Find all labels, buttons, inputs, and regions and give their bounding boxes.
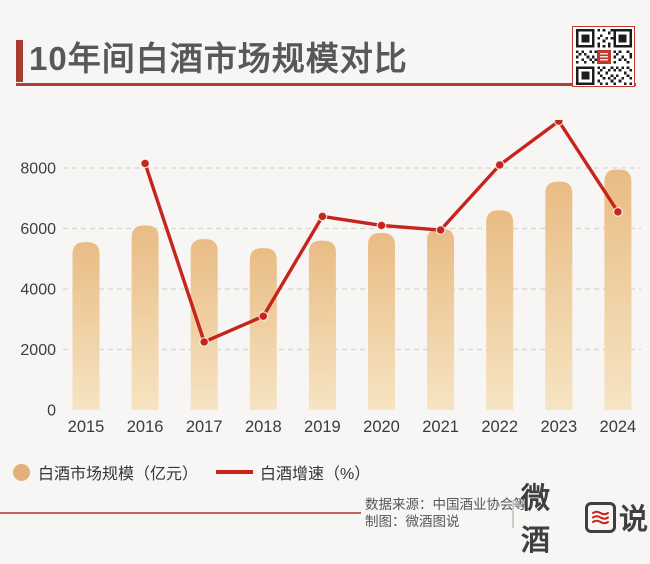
- legend-item-market-size: 白酒市场规模（亿元）: [13, 460, 198, 484]
- line-series-swatch-icon: [216, 470, 254, 474]
- x-tick-label-2021: 2021: [422, 418, 459, 436]
- x-tick-label-2015: 2015: [68, 418, 105, 436]
- x-tick-label-2016: 2016: [127, 418, 164, 436]
- bar-2023: [545, 181, 573, 410]
- brand-logo-waves-icon: [585, 501, 616, 533]
- x-tick-label-2017: 2017: [186, 418, 223, 436]
- growth-point-2022: [494, 160, 505, 170]
- growth-point-2020: [376, 220, 387, 231]
- brand-logo: 微酒 说: [521, 483, 650, 557]
- credit-text: 制图：微酒图说: [365, 514, 460, 529]
- chart-canvas: 0 2000 4000 6000 8000 2015 2016 2017 2018 2019 202…: [20, 116, 641, 436]
- bar-2021: [427, 228, 455, 410]
- bar-2015: [72, 242, 100, 410]
- footer-divider-line: [0, 512, 361, 514]
- y-tick-label: 4000: [20, 282, 56, 299]
- bar-2019: [308, 240, 336, 410]
- y-tick-label: 8000: [20, 161, 56, 178]
- combo-chart: 0 2000 4000 6000 8000 2015 2016 2017 2018 2019 202…: [0, 116, 650, 440]
- chart-legend: 白酒市场规模（亿元） 白酒增速（%）: [0, 460, 650, 484]
- y-tick-label: 2000: [20, 342, 56, 359]
- bar-2018: [249, 248, 277, 410]
- bar-2022: [486, 210, 514, 410]
- legend-label: 白酒增速（%）: [260, 466, 371, 483]
- bar-series-swatch-icon: [13, 463, 30, 481]
- qr-code: [572, 26, 635, 87]
- growth-point-2021: [435, 225, 446, 235]
- growth-point-2018: [258, 311, 269, 322]
- growth-point-2019: [317, 211, 328, 222]
- legend-label: 白酒市场规模（亿元）: [38, 466, 199, 483]
- y-tick-label: 0: [47, 403, 56, 420]
- y-tick-label: 6000: [20, 221, 56, 238]
- footer-vertical-divider: [512, 500, 514, 528]
- qr-code-pattern: [576, 29, 632, 85]
- growth-point-2024: [612, 206, 623, 217]
- bar-2024: [604, 169, 632, 410]
- brand-logo-suffix: 说: [618, 504, 650, 536]
- x-tick-label-2023: 2023: [540, 418, 577, 436]
- footer-source-block: 数据来源：中国酒业协会等 制图：微酒图说: [365, 496, 527, 530]
- brand-logo-prefix: 微酒: [521, 483, 553, 557]
- growth-point-2016: [140, 158, 151, 169]
- x-tick-label-2018: 2018: [245, 418, 282, 436]
- bar-2020: [368, 233, 395, 410]
- bar-2016: [131, 225, 159, 410]
- x-tick-label-2019: 2019: [304, 418, 341, 436]
- legend-item-growth-rate: 白酒增速（%）: [216, 460, 370, 484]
- data-source-text: 数据来源：中国酒业协会等: [365, 497, 527, 512]
- title-accent-bar: [16, 40, 23, 82]
- x-tick-label-2024: 2024: [600, 418, 637, 436]
- bar-2017: [190, 239, 218, 410]
- growth-point-2023: [553, 116, 564, 127]
- growth-point-2017: [199, 336, 210, 347]
- header-divider: [16, 83, 636, 86]
- x-tick-label-2020: 2020: [363, 418, 400, 436]
- x-tick-label-2022: 2022: [481, 418, 518, 436]
- page-title: 10年间白酒市场规模对比: [29, 40, 408, 77]
